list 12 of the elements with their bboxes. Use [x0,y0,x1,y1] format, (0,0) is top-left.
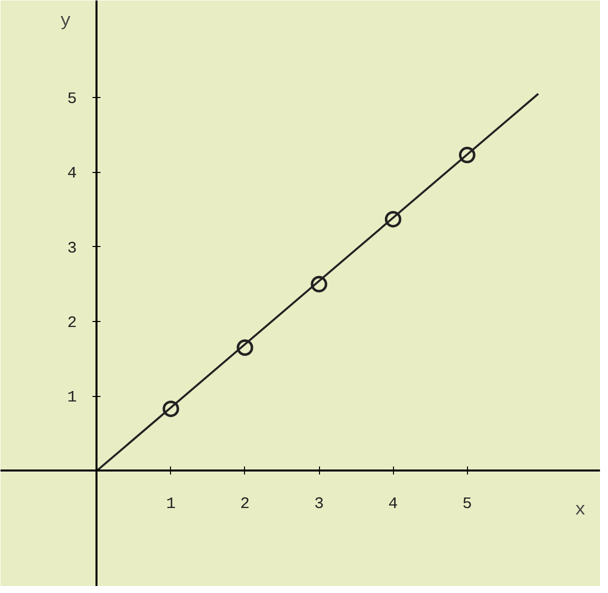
y-tick-label: 2 [67,314,77,332]
x-axis-title: x [574,500,586,521]
x-tick-label: 1 [166,494,176,513]
y-axis-title: y [60,12,72,32]
x-tick-label: 3 [314,494,324,513]
y-tick-label: 5 [67,90,77,108]
y-tick-label: 1 [67,388,77,407]
y-tick-label: 4 [67,164,77,183]
x-tick-label: 2 [240,494,250,513]
y-tick-label: 3 [67,239,77,258]
x-tick-label: 5 [462,494,472,513]
x-tick-label: 4 [388,494,398,513]
